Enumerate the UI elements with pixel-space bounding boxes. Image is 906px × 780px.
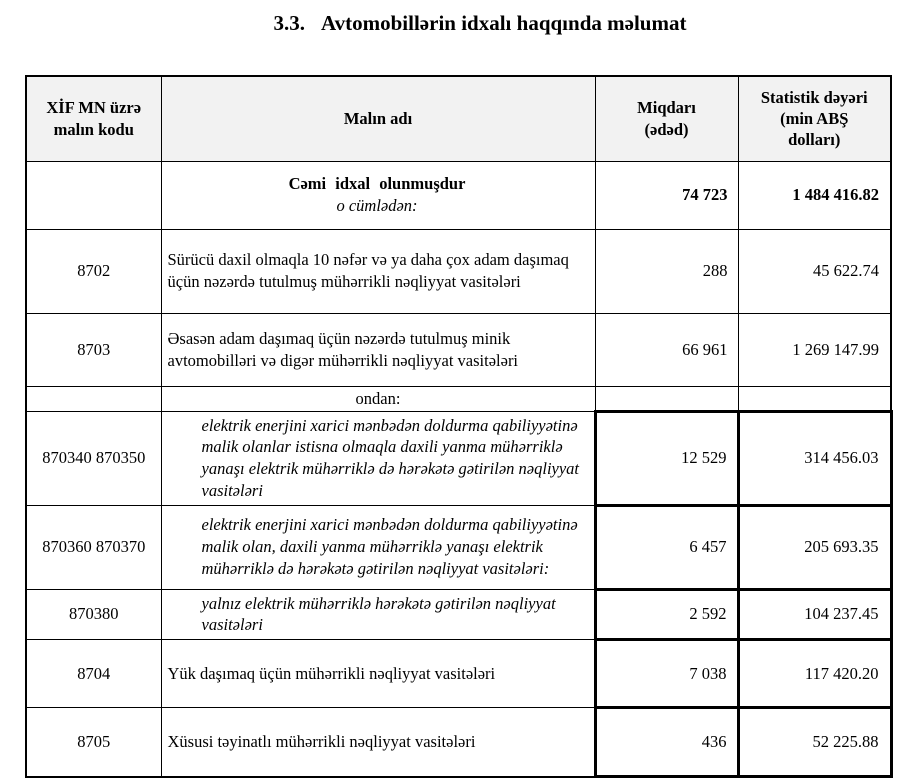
cell-name: Xüsusi təyinatlı mühərrikli nəqliyyat va… bbox=[160, 707, 596, 778]
section-title: 3.3. Avtomobillərin idxalı haqqında məlum… bbox=[54, 11, 906, 36]
cell-code: 8704 bbox=[25, 639, 162, 709]
table-row: 870360 870370 elektrik enerjini xarici m… bbox=[25, 503, 893, 591]
total-sublabel: o cümlədən: bbox=[336, 196, 418, 215]
cell-quantity: 436 bbox=[593, 706, 740, 779]
cell-name: Sürücü daxil olmaqla 10 nəfər və ya daha… bbox=[160, 228, 596, 314]
cell-name: Əsasən adam daşımaq üçün nəzərdə tutulmu… bbox=[160, 312, 596, 387]
table-row: 870380 yalnız elektrik mühərriklə hərəkə… bbox=[25, 587, 893, 642]
imports-table: XİF MN üzrə malın kodu Malın adı Miqdarı… bbox=[25, 75, 893, 779]
section-number: 3.3. bbox=[273, 11, 306, 35]
cell-name: Yük daşımaq üçün mühərrikli nəqliyyat va… bbox=[160, 639, 596, 709]
header-code: XİF MN üzrə malın kodu bbox=[25, 75, 162, 162]
total-label: Cəmi idxal olunmuşdur bbox=[288, 174, 466, 194]
cell-code bbox=[25, 160, 162, 230]
cell-quantity: 7 038 bbox=[593, 638, 740, 710]
cell-value: 104 237.45 bbox=[736, 587, 893, 642]
table-row-total: Cəmi idxal olunmuşdur o cümlədən: 74 723… bbox=[25, 160, 892, 230]
cell-code: 870380 bbox=[25, 588, 162, 641]
cell-quantity bbox=[594, 385, 739, 412]
table-row-subheading: ondan: bbox=[25, 385, 892, 412]
table-row: 870340 870350 elektrik enerjini xarici m… bbox=[25, 409, 893, 507]
table-row: 8705 Xüsusi təyinatlı mühərrikli nəqliyy… bbox=[25, 706, 893, 779]
cell-value bbox=[737, 385, 892, 412]
table-row: 8703 Əsasən adam daşımaq üçün nəzərdə tu… bbox=[25, 312, 892, 387]
cell-value: 117 420.20 bbox=[736, 638, 893, 710]
header-value: Statistik dəyəri (min ABŞ dolları) bbox=[737, 75, 892, 162]
cell-code: 8702 bbox=[25, 228, 162, 314]
cell-code: 8705 bbox=[25, 707, 162, 778]
cell-value: 1 484 416.82 bbox=[737, 160, 892, 230]
cell-value: 45 622.74 bbox=[737, 228, 892, 314]
cell-quantity: 74 723 bbox=[594, 160, 739, 230]
cell-name: elektrik enerjini xarici mənbədən doldur… bbox=[160, 410, 596, 506]
cell-name: elektrik enerjini xarici mənbədən doldur… bbox=[160, 504, 596, 590]
cell-value: 52 225.88 bbox=[736, 706, 893, 779]
cell-quantity: 288 bbox=[594, 228, 739, 314]
cell-code: 8703 bbox=[25, 312, 162, 387]
cell-code: 870360 870370 bbox=[25, 504, 162, 590]
cell-name: ondan: bbox=[160, 385, 596, 412]
cell-quantity: 12 529 bbox=[593, 409, 740, 507]
cell-value: 205 693.35 bbox=[736, 503, 893, 591]
cell-value: 1 269 147.99 bbox=[737, 312, 892, 387]
cell-quantity: 2 592 bbox=[593, 587, 740, 642]
cell-quantity: 6 457 bbox=[593, 503, 740, 591]
header-quantity: Miqdarı (ədəd) bbox=[594, 75, 739, 162]
cell-code bbox=[25, 385, 162, 412]
table-row: 8704 Yük daşımaq üçün mühərrikli nəqliyy… bbox=[25, 638, 893, 710]
table-row: 8702 Sürücü daxil olmaqla 10 nəfər və ya… bbox=[25, 228, 892, 314]
header-name: Malın adı bbox=[160, 75, 596, 162]
cell-code: 870340 870350 bbox=[25, 410, 162, 506]
cell-name: Cəmi idxal olunmuşdur o cümlədən: bbox=[160, 160, 596, 230]
cell-value: 314 456.03 bbox=[736, 409, 893, 507]
section-title-text: Avtomobillərin idxalı haqqında məlumat bbox=[321, 11, 687, 35]
table-header-row: XİF MN üzrə malın kodu Malın adı Miqdarı… bbox=[25, 75, 892, 162]
cell-quantity: 66 961 bbox=[594, 312, 739, 387]
cell-name: yalnız elektrik mühərriklə hərəkətə gəti… bbox=[160, 588, 596, 641]
